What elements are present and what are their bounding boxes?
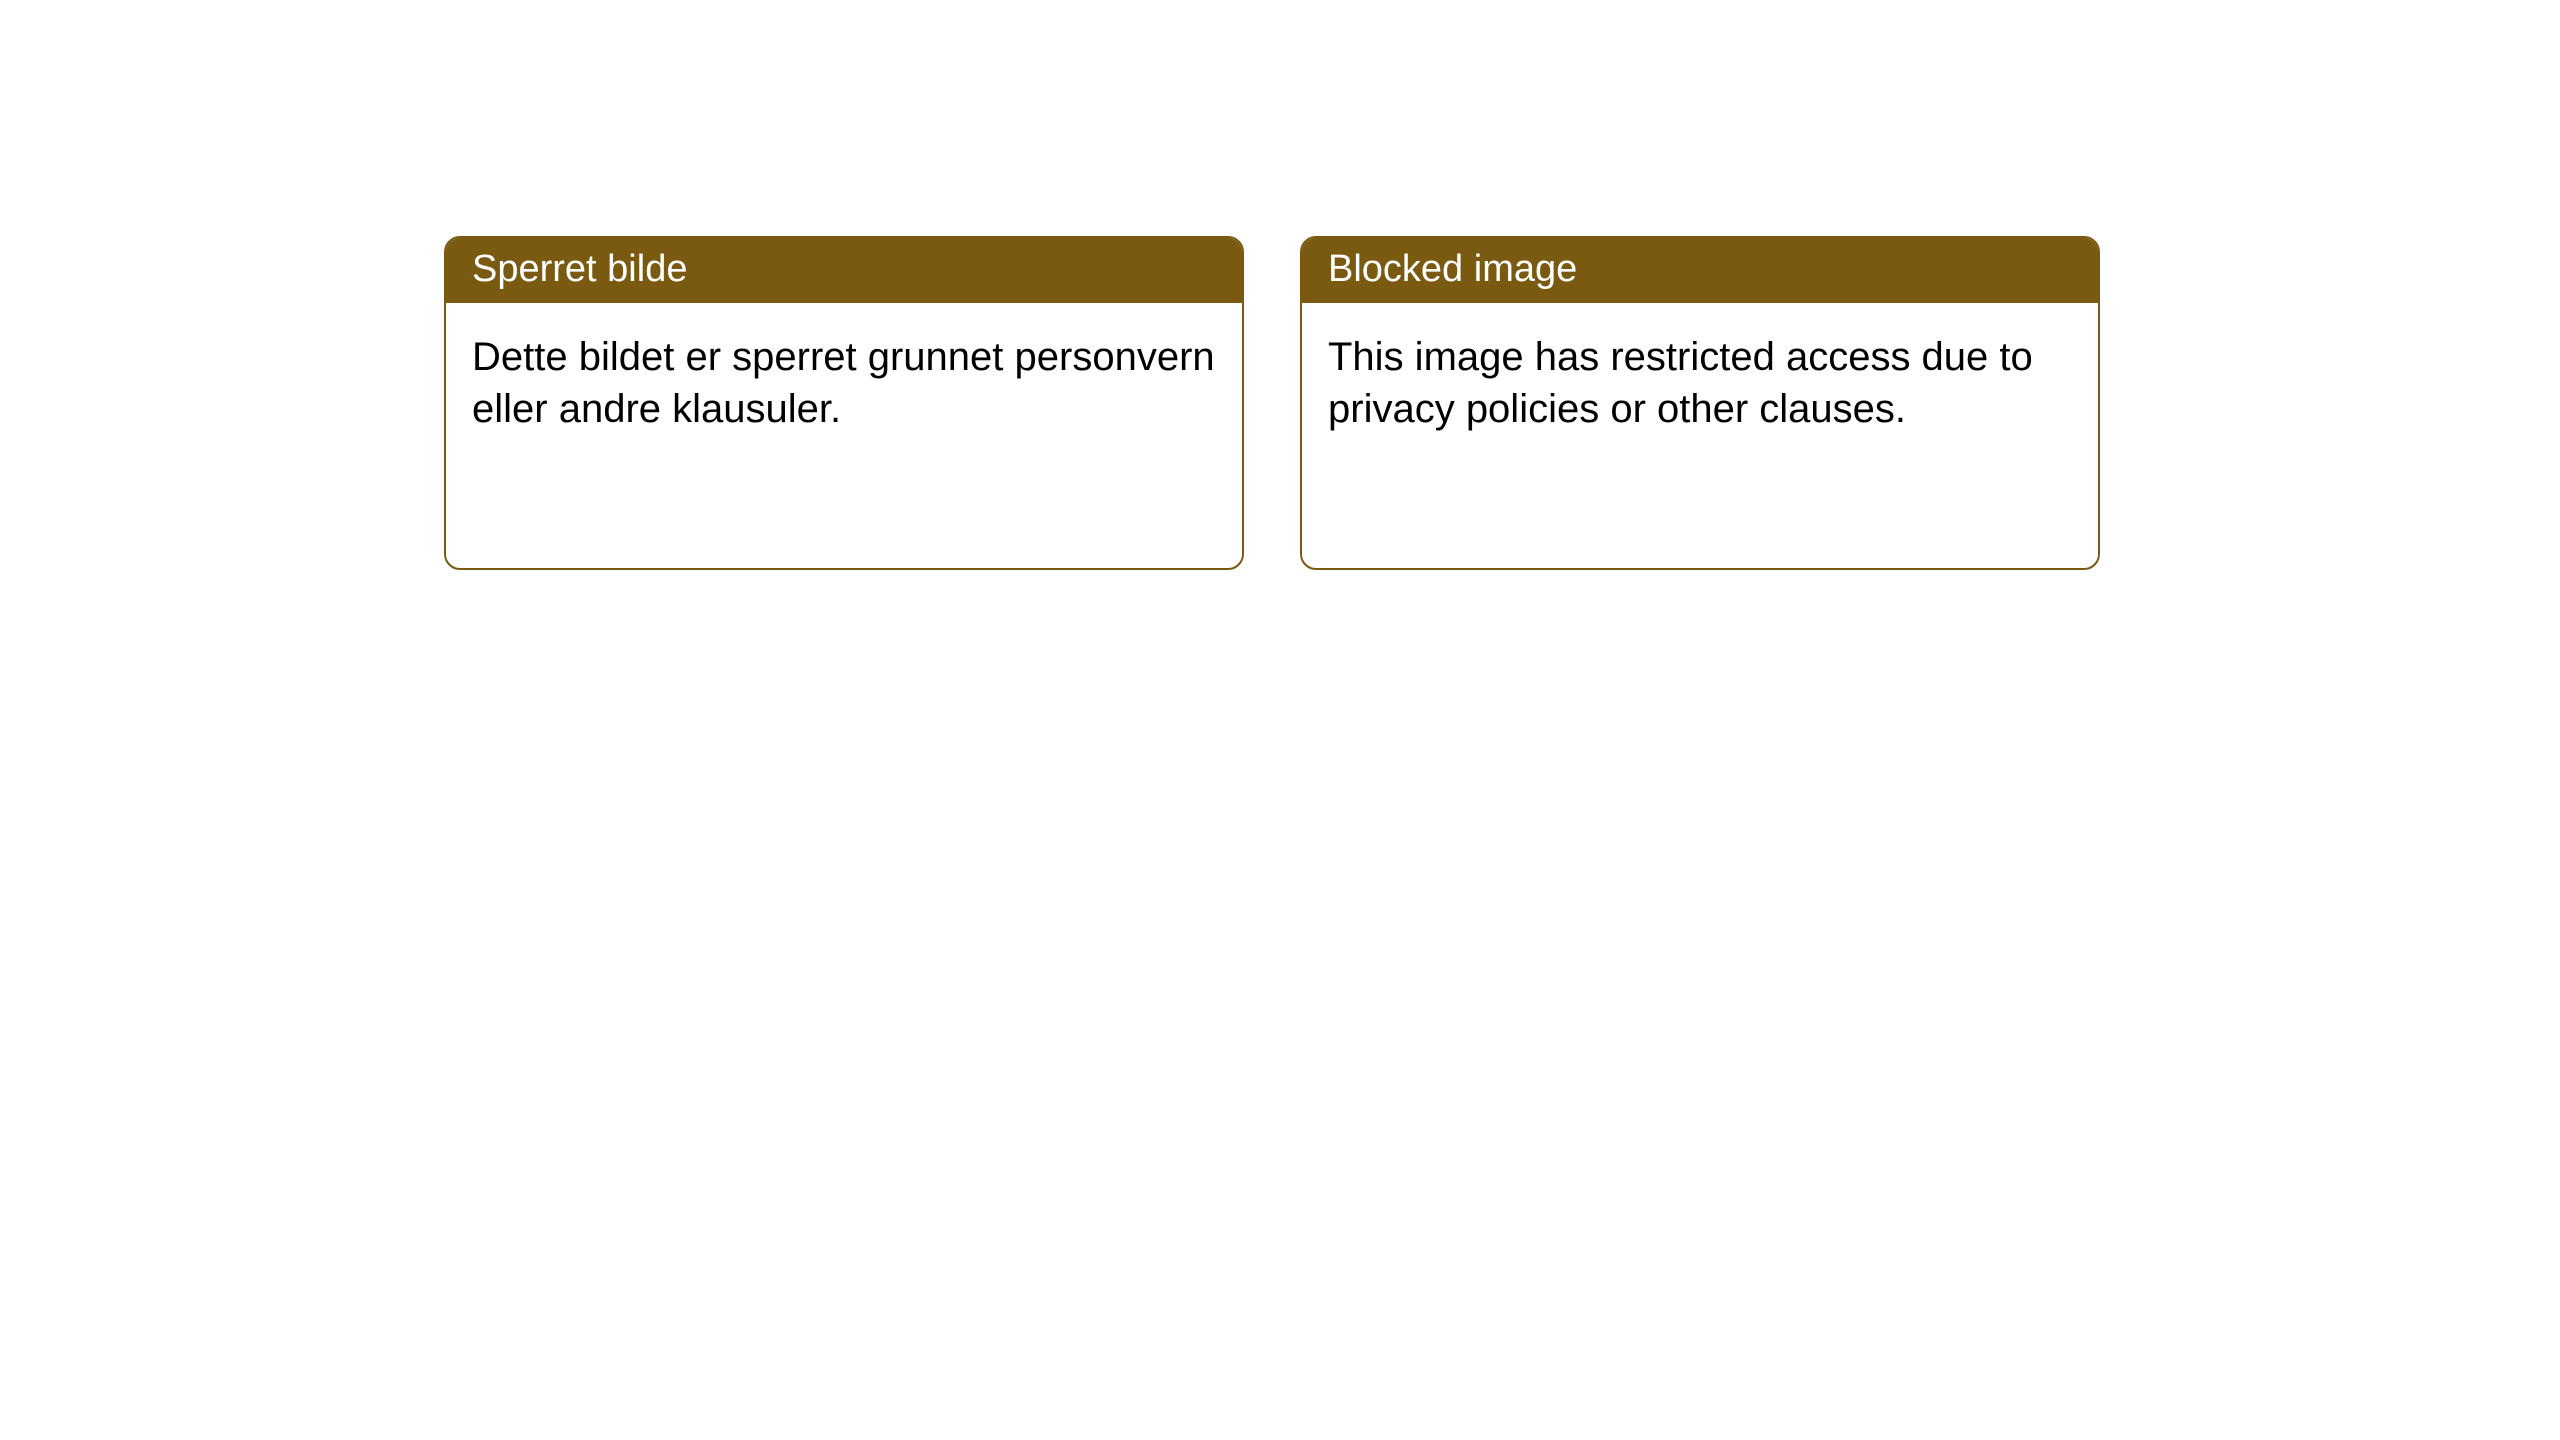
notice-header-no: Sperret bilde bbox=[446, 238, 1242, 303]
notice-body-no: Dette bildet er sperret grunnet personve… bbox=[446, 303, 1242, 463]
notice-body-en: This image has restricted access due to … bbox=[1302, 303, 2098, 463]
notice-header-en: Blocked image bbox=[1302, 238, 2098, 303]
notice-text-no: Dette bildet er sperret grunnet personve… bbox=[472, 335, 1215, 431]
notice-box-en: Blocked image This image has restricted … bbox=[1300, 236, 2100, 570]
notices-container: Sperret bilde Dette bildet er sperret gr… bbox=[0, 0, 2560, 570]
notice-box-no: Sperret bilde Dette bildet er sperret gr… bbox=[444, 236, 1244, 570]
notice-title-no: Sperret bilde bbox=[472, 248, 687, 290]
notice-title-en: Blocked image bbox=[1328, 248, 1577, 290]
notice-text-en: This image has restricted access due to … bbox=[1328, 335, 2033, 431]
